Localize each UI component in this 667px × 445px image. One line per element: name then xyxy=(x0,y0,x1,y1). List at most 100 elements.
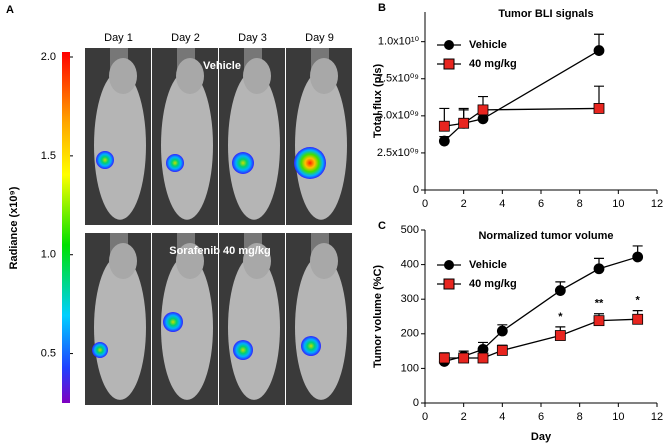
x-tick-label: 10 xyxy=(612,198,624,210)
mouse-body xyxy=(161,71,213,220)
legend-label: Vehicle xyxy=(469,39,507,51)
series-line xyxy=(444,256,638,363)
panel-a: A Radiance (x10⁹) xyxy=(6,4,70,403)
signal xyxy=(232,152,254,174)
series-line xyxy=(443,50,600,142)
day-label: Day 9 xyxy=(305,32,334,44)
mouse-body xyxy=(228,71,280,220)
legend-marker xyxy=(444,260,454,270)
y-tick-label: 7.5x10⁰⁹ xyxy=(377,73,419,85)
marker xyxy=(496,325,508,337)
panel-label: B xyxy=(378,2,386,14)
signal xyxy=(294,147,326,179)
chart-title: Tumor BLI signals xyxy=(498,8,593,20)
legend-label: Vehicle xyxy=(469,259,507,271)
panel-label: A xyxy=(6,4,14,16)
x-tick-label: 4 xyxy=(499,198,505,210)
marker xyxy=(458,352,470,364)
x-tick-label: 2 xyxy=(461,411,467,423)
panel-label: C xyxy=(378,220,386,232)
signal xyxy=(233,340,253,360)
colorbar xyxy=(62,52,70,403)
y-tick-label: 0 xyxy=(413,397,419,409)
y-tick-label: 2.5x10⁰⁹ xyxy=(377,147,419,159)
mouse-head xyxy=(243,243,271,279)
colorbar-tick-label: 1.0 xyxy=(41,249,56,261)
marker xyxy=(438,135,450,147)
mouse-body xyxy=(228,255,280,400)
marker xyxy=(632,313,644,325)
mouse-head xyxy=(109,243,137,279)
chart-title: Normalized tumor volume xyxy=(478,230,613,242)
marker xyxy=(477,113,489,125)
colorbar-title: Radiance (x10⁹) xyxy=(8,186,20,269)
marker xyxy=(477,352,489,364)
significance: ** xyxy=(595,298,604,310)
legend-marker xyxy=(443,278,455,290)
marker xyxy=(438,120,450,132)
y-axis-label: Total flux (p/s) xyxy=(372,63,384,138)
day-label: Day 3 xyxy=(238,32,267,44)
y-tick-label: 5.0x10⁰⁹ xyxy=(377,110,419,122)
x-tick-label: 2 xyxy=(461,198,467,210)
legend-label: 40 mg/kg xyxy=(469,58,517,70)
marker xyxy=(593,263,605,275)
x-tick-label: 6 xyxy=(538,411,544,423)
y-axis-label: Tumor volume (%C) xyxy=(372,265,384,368)
x-tick-label: 4 xyxy=(499,411,505,423)
legend-label: 40 mg/kg xyxy=(469,278,517,290)
legend-marker xyxy=(443,58,455,70)
marker xyxy=(554,285,566,296)
x-tick-label: 10 xyxy=(612,411,624,423)
mouse-head xyxy=(243,58,271,94)
signal xyxy=(166,154,184,172)
legend-marker xyxy=(444,40,454,50)
signal xyxy=(301,336,321,356)
mouse-body xyxy=(94,71,146,220)
mouse-head xyxy=(310,58,338,94)
marker xyxy=(593,103,605,114)
signal xyxy=(163,312,183,332)
marker xyxy=(632,251,644,263)
y-tick-label: 500 xyxy=(401,224,419,236)
mouse-body xyxy=(295,255,347,400)
mouse-body xyxy=(94,255,146,400)
marker xyxy=(496,345,508,356)
significance: * xyxy=(558,311,563,323)
mouse-head xyxy=(109,58,137,94)
colorbar-tick-label: 1.5 xyxy=(41,150,56,162)
x-tick-label: 12 xyxy=(651,198,663,210)
day-label: Day 2 xyxy=(171,32,200,44)
series-line xyxy=(444,107,600,127)
mouse-body xyxy=(161,255,213,400)
marker xyxy=(593,45,605,56)
mouse-head xyxy=(176,243,204,279)
mouse-body xyxy=(295,71,347,220)
mouse-head xyxy=(310,243,338,279)
x-tick-label: 0 xyxy=(422,411,428,423)
x-tick-label: 0 xyxy=(422,198,428,210)
signal xyxy=(96,151,114,169)
y-tick-label: 300 xyxy=(401,293,419,305)
row-label: Vehicle xyxy=(203,60,241,72)
y-tick-label: 200 xyxy=(401,328,419,340)
signal xyxy=(92,342,108,358)
colorbar-tick-label: 2.0 xyxy=(41,51,56,63)
day-label: Day 1 xyxy=(104,32,133,44)
marker xyxy=(593,315,605,327)
colorbar-tick-label: 0.5 xyxy=(41,347,56,359)
marker xyxy=(438,352,450,364)
marker xyxy=(477,104,489,116)
y-tick-label: 400 xyxy=(401,259,419,271)
y-tick-label: 0 xyxy=(413,184,419,196)
mouse-head xyxy=(176,58,204,94)
marker xyxy=(554,330,566,341)
x-axis-label: Day xyxy=(531,431,552,443)
y-tick-label: 100 xyxy=(401,362,419,374)
x-tick-label: 8 xyxy=(577,198,583,210)
x-tick-label: 6 xyxy=(538,198,544,210)
significance: * xyxy=(636,295,641,307)
marker xyxy=(458,117,470,129)
x-tick-label: 12 xyxy=(651,411,663,423)
